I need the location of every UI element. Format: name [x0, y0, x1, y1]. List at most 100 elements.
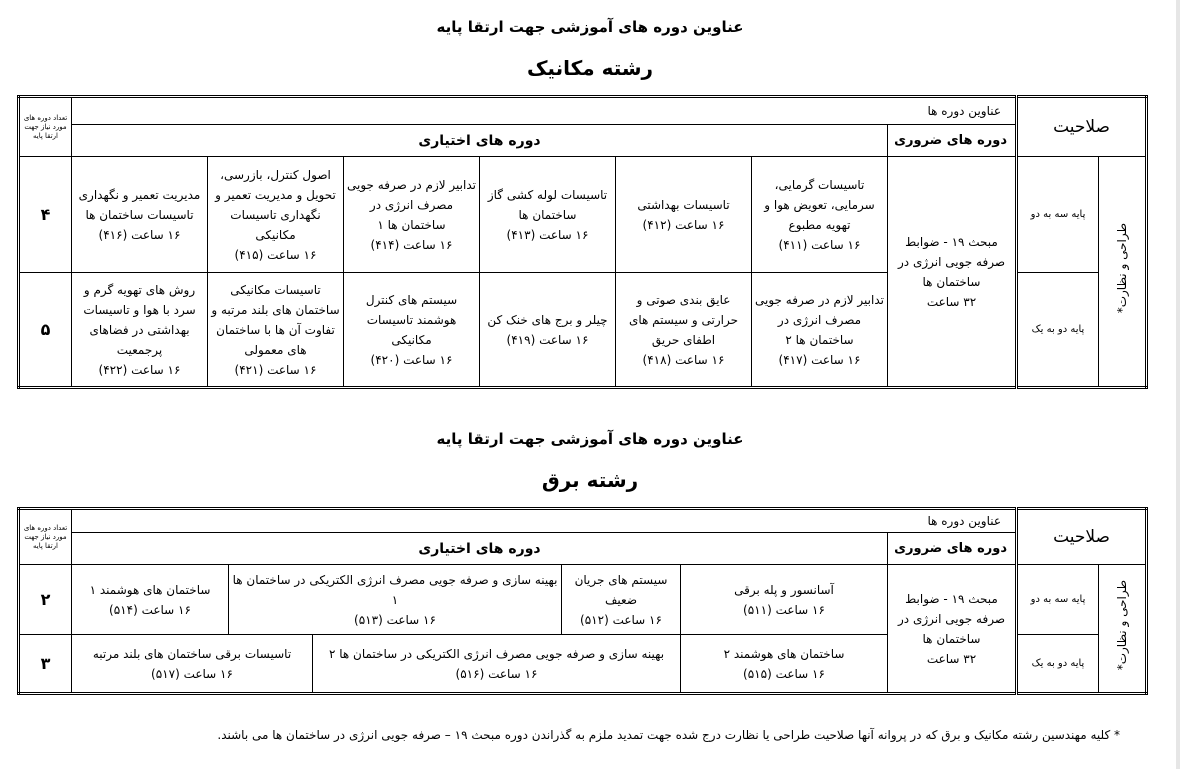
course-cell: آسانسور و پله برقی ۱۶ ساعت (۵۱۱) — [680, 564, 888, 635]
course-hours: ۱۶ ساعت (۵۱۷) — [151, 666, 233, 681]
mandatory-line: مبحث ۱۹ - ضوابط — [905, 591, 998, 606]
course-name: سیستم های کنترل هوشمند تاسیسات مکانیکی — [365, 292, 458, 347]
elective-header: دوره های اختیاری — [71, 124, 888, 157]
course-hours: ۱۶ ساعت (۵۱۵) — [743, 666, 825, 681]
course-hours: ۱۶ ساعت (۴۲۲) — [98, 362, 181, 377]
qualification-header: صلاحیت — [1015, 96, 1148, 157]
table-row: ۵ روش های تهویه گرم و سرد با هوا و تاسیس… — [18, 272, 1147, 388]
category-label: طراحی و نظارت* — [1115, 580, 1130, 671]
electrical-table: تعداد دوره های مورد نیاز جهت ارتقا پایه … — [17, 507, 1149, 695]
course-name: سیستم های جریان ضعیف — [574, 572, 668, 607]
mechanical-field-title: رشته مکانیک — [526, 56, 654, 80]
mandatory-line: صرفه جویی انرژی در — [898, 611, 1006, 626]
course-hours: ۱۶ ساعت (۵۱۱) — [743, 602, 825, 617]
mandatory-line: صرفه جویی انرژی در — [898, 254, 1006, 269]
course-hours: ۱۶ ساعت (۴۱۸) — [642, 352, 725, 367]
course-name: عایق بندی صوتی و حرارتی و سیستم های اطفا… — [628, 292, 739, 347]
course-name: تدابیر لازم در صرفه جویی مصرف انرژی در س… — [755, 292, 884, 347]
course-count: ۲ — [18, 564, 72, 635]
course-name: بهینه سازی و صرفه جویی مصرف انرژی الکتری… — [232, 572, 558, 607]
course-name: تدابیر لازم در صرفه جویی مصرف انرژی در س… — [347, 177, 476, 232]
course-name: مدیریت تعمیر و نگهداری تاسیسات ساختمان ه… — [78, 187, 201, 222]
course-hours: ۱۶ ساعت (۵۱۴) — [109, 602, 191, 617]
electrical-title: عناوین دوره های آموزشی جهت ارتقا پایه — [436, 430, 744, 448]
footnote: * کلیه مهندسین رشته مکانیک و برق که در پ… — [217, 728, 1120, 742]
course-name: بهینه سازی و صرفه جویی مصرف انرژی الکتری… — [328, 646, 665, 661]
course-cell: تدابیر لازم در صرفه جویی مصرف انرژی در س… — [343, 156, 480, 273]
course-cell: مدیریت تعمیر و نگهداری تاسیسات ساختمان ه… — [71, 156, 208, 273]
course-hours: ۱۶ ساعت (۴۱۵) — [234, 247, 317, 262]
course-count: ۳ — [18, 634, 72, 694]
course-hours: ۱۶ ساعت (۴۱۲) — [642, 217, 725, 232]
table-row: ۳ تاسیسات برقی ساختمان های بلند مرتبه ۱۶ … — [18, 634, 1147, 694]
course-hours: ۱۶ ساعت (۴۱۱) — [778, 237, 861, 252]
mechanical-title: عناوین دوره های آموزشی جهت ارتقا پایه — [436, 18, 744, 36]
course-cell: بهینه سازی و صرفه جویی مصرف انرژی الکتری… — [228, 564, 562, 635]
mandatory-line: مبحث ۱۹ - ضوابط — [905, 234, 998, 249]
mandatory-course-cell: مبحث ۱۹ - ضوابط صرفه جویی انرژی در ساختم… — [886, 156, 1018, 388]
course-name: تاسیسات لوله کشی گاز ساختمان ها — [487, 187, 608, 222]
course-cell: روش های تهویه گرم و سرد با هوا و تاسیسات… — [71, 272, 208, 388]
course-cell: اصول کنترل، بازرسی، تحویل و مدیریت تعمیر… — [207, 156, 344, 273]
mandatory-header: دوره های ضروری — [886, 124, 1018, 157]
count-header: تعداد دوره های مورد نیاز جهت ارتقا پایه — [18, 96, 72, 157]
course-hours: ۱۶ ساعت (۴۲۱) — [234, 362, 317, 377]
category-cell: طراحی و نظارت* — [1098, 156, 1148, 388]
course-hours: ۱۶ ساعت (۵۱۶) — [455, 666, 538, 681]
course-cell: تاسیسات لوله کشی گاز ساختمان ها ۱۶ ساعت (… — [479, 156, 616, 273]
course-cell: سیستم های کنترل هوشمند تاسیسات مکانیکی ۱۶… — [343, 272, 480, 388]
course-name: تاسیسات برقی ساختمان های بلند مرتبه — [92, 646, 292, 661]
course-cell: چیلر و برج های خنک کن ۱۶ ساعت (۴۱۹) — [479, 272, 616, 388]
mandatory-hours: ۳۲ ساعت — [926, 651, 977, 666]
elective-header: دوره های اختیاری — [71, 532, 888, 565]
course-cell: تاسیسات برقی ساختمان های بلند مرتبه ۱۶ سا… — [71, 634, 313, 694]
course-hours: ۱۶ ساعت (۴۱۳) — [506, 227, 589, 242]
mandatory-header: دوره های ضروری — [886, 532, 1018, 565]
level-label: پایه سه به دو — [1015, 156, 1100, 273]
level-label: پایه دو به یک — [1015, 634, 1100, 694]
course-name: روش های تهویه گرم و سرد با هوا و تاسیسات… — [83, 282, 196, 357]
course-cell: ساختمان های هوشمند ۱ ۱۶ ساعت (۵۱۴) — [71, 564, 229, 635]
mandatory-hours: ۳۲ ساعت — [926, 294, 977, 309]
level-label: پایه دو به یک — [1015, 272, 1100, 388]
course-titles-header: عناوین دوره ها — [70, 508, 1018, 533]
course-name: تاسیسات گرمایی، سرمایی، تعویض هوا و تهوی… — [764, 177, 875, 232]
electrical-field-title: رشته برق — [541, 468, 639, 492]
course-cell: تدابیر لازم در صرفه جویی مصرف انرژی در س… — [751, 272, 888, 388]
course-cell: ساختمان های هوشمند ۲ ۱۶ ساعت (۵۱۵) — [680, 634, 888, 694]
page-edge — [1176, 0, 1180, 769]
count-header: تعداد دوره های مورد نیاز جهت ارتقا پایه — [18, 508, 72, 565]
course-hours: ۱۶ ساعت (۵۱۳) — [354, 612, 436, 627]
course-count: ۴ — [18, 156, 72, 273]
course-cell: تاسیسات بهداشتی ۱۶ ساعت (۴۱۲) — [615, 156, 752, 273]
course-name: اصول کنترل، بازرسی، تحویل و مدیریت تعمیر… — [215, 167, 336, 242]
course-name: تاسیسات مکانیکی ساختمان های بلند مرتبه و… — [211, 282, 340, 357]
course-hours: ۱۶ ساعت (۴۱۹) — [506, 332, 589, 347]
course-cell: بهینه سازی و صرفه جویی مصرف انرژی الکتری… — [312, 634, 681, 694]
category-label: طراحی و نظارت* — [1115, 223, 1130, 314]
course-cell: سیستم های جریان ضعیف ۱۶ ساعت (۵۱۲) — [561, 564, 681, 635]
table-row: ۲ ساختمان های هوشمند ۱ ۱۶ ساعت (۵۱۴) بهین… — [18, 564, 1148, 694]
qualification-header: صلاحیت — [1015, 508, 1148, 565]
category-cell: طراحی و نظارت* — [1098, 564, 1148, 694]
mandatory-line: ساختمان ها — [922, 274, 981, 289]
course-name: تاسیسات بهداشتی — [637, 197, 730, 212]
course-name: آسانسور و پله برقی — [734, 582, 834, 597]
course-hours: ۱۶ ساعت (۴۱۶) — [98, 227, 181, 242]
course-hours: ۱۶ ساعت (۴۱۷) — [778, 352, 861, 367]
course-cell: عایق بندی صوتی و حرارتی و سیستم های اطفا… — [615, 272, 752, 388]
mandatory-course-cell: مبحث ۱۹ - ضوابط صرفه جویی انرژی در ساختم… — [886, 564, 1018, 694]
table-row: ۴ مدیریت تعمیر و نگهداری تاسیسات ساختمان… — [18, 156, 1148, 388]
course-hours: ۱۶ ساعت (۴۱۴) — [370, 237, 453, 252]
course-cell: تاسیسات مکانیکی ساختمان های بلند مرتبه و… — [207, 272, 344, 388]
mandatory-line: ساختمان ها — [922, 631, 981, 646]
course-count: ۵ — [18, 272, 72, 388]
mechanical-table: تعداد دوره های مورد نیاز جهت ارتقا پایه … — [17, 95, 1149, 389]
course-cell: تاسیسات گرمایی، سرمایی، تعویض هوا و تهوی… — [751, 156, 888, 273]
course-hours: ۱۶ ساعت (۵۱۲) — [580, 612, 662, 627]
course-name: چیلر و برج های خنک کن — [487, 312, 608, 327]
course-name: ساختمان های هوشمند ۱ — [89, 582, 211, 597]
course-titles-header: عناوین دوره ها — [70, 96, 1018, 125]
course-name: ساختمان های هوشمند ۲ — [723, 646, 845, 661]
